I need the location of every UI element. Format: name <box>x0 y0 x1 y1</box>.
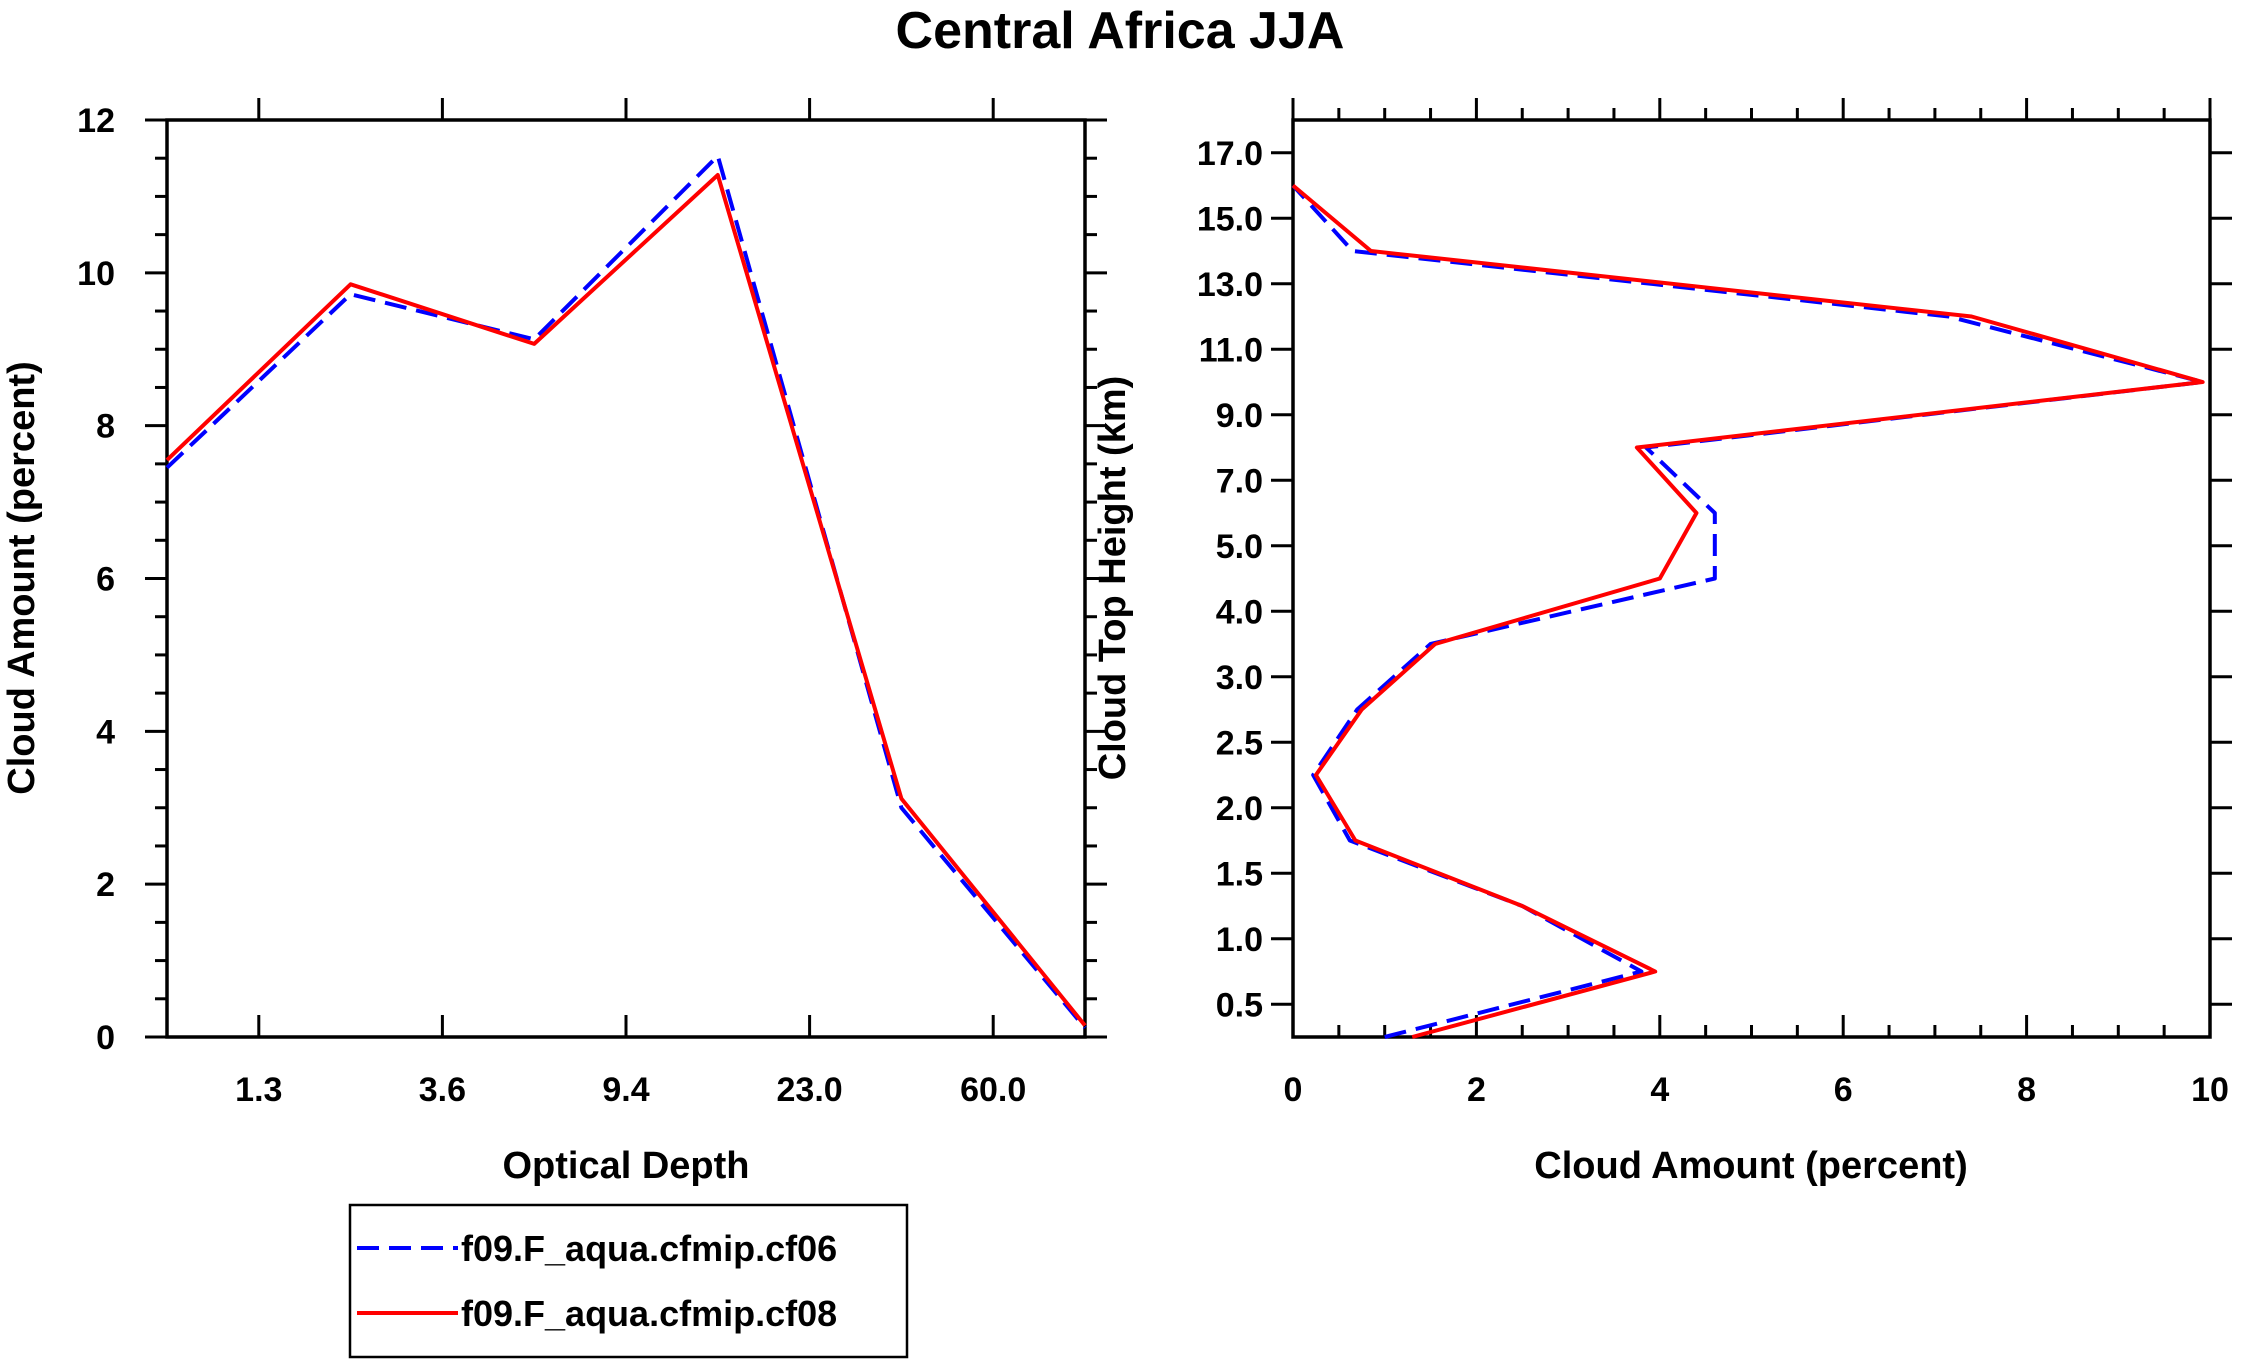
left-y-tick-label: 2 <box>96 866 115 904</box>
right-y-tick-label: 2.0 <box>1216 790 1263 828</box>
left-y-tick-label: 6 <box>96 561 115 599</box>
right-y-tick-label: 13.0 <box>1197 266 1263 304</box>
right-y-tick-label: 9.0 <box>1216 397 1263 435</box>
left-y-axis-label: Cloud Amount (percent) <box>1 361 43 794</box>
right-x-tick-label: 10 <box>2191 1071 2229 1109</box>
right-y-axis-label: Cloud Top Height (km) <box>1092 376 1134 781</box>
right-y-tick-label: 0.5 <box>1216 986 1263 1024</box>
left-y-tick-label: 4 <box>96 713 115 751</box>
right-y-tick-label: 5.0 <box>1216 528 1263 566</box>
right-x-axis-label: Cloud Amount (percent) <box>1534 1145 1967 1187</box>
right-y-tick-label: 3.0 <box>1216 659 1263 697</box>
left-x-tick-label: 60.0 <box>960 1071 1026 1109</box>
right-chart: 0 2 4 6 8 10 0.5 1.0 1.5 2.0 2.5 3.0 4.0 5.0 7.0 9.0 11.… <box>1092 98 2232 1187</box>
left-series-group <box>165 153 1087 1030</box>
right-y-tick-label: 1.0 <box>1216 921 1263 959</box>
figure-title: Central Africa JJA <box>896 2 1345 60</box>
legend-box <box>348 1203 909 1359</box>
right-series-line-0 <box>1291 184 2205 1039</box>
legend: f09.F_aqua.cfmip.cf06 f09.F_aqua.cfmip.c… <box>348 1203 909 1359</box>
right-series-group <box>1291 183 2205 1039</box>
right-y-tick-label: 1.5 <box>1216 855 1263 893</box>
right-x-tick-label: 4 <box>1650 1071 1669 1109</box>
left-x-axis-label: Optical Depth <box>502 1145 749 1187</box>
right-x-tick-label: 2 <box>1467 1071 1486 1109</box>
left-axis-ticks: 1.3 3.6 9.4 23.0 60.0 0 2 4 6 8 10 12 <box>77 98 1107 1109</box>
right-y-tick-label: 17.0 <box>1197 135 1263 173</box>
right-y-tick-label: 2.5 <box>1216 724 1263 762</box>
left-x-tick-label: 23.0 <box>777 1071 843 1109</box>
left-y-tick-label: 0 <box>96 1019 115 1057</box>
legend-label-cf08: f09.F_aqua.cfmip.cf08 <box>461 1293 837 1334</box>
left-series-line-1 <box>165 173 1087 1027</box>
right-axis-ticks: 0 2 4 6 8 10 0.5 1.0 1.5 2.0 2.5 3.0 4.0 5.0 7.0 9.0 11.… <box>1197 98 2232 1109</box>
left-chart: 1.3 3.6 9.4 23.0 60.0 0 2 4 6 8 10 12 Optical Depth… <box>1 98 1107 1187</box>
left-y-tick-label: 10 <box>77 255 115 293</box>
right-x-tick-label: 8 <box>2017 1071 2036 1109</box>
right-x-tick-label: 6 <box>1834 1071 1853 1109</box>
right-x-tick-label: 0 <box>1284 1071 1303 1109</box>
right-y-tick-label: 15.0 <box>1197 200 1263 238</box>
right-y-tick-label: 7.0 <box>1216 462 1263 500</box>
left-x-tick-label: 9.4 <box>602 1071 649 1109</box>
left-y-tick-label: 12 <box>77 102 115 140</box>
left-x-tick-label: 3.6 <box>419 1071 466 1109</box>
right-series-line-1 <box>1291 183 2205 1039</box>
left-x-tick-label: 1.3 <box>235 1071 282 1109</box>
right-y-tick-label: 11.0 <box>1199 331 1263 369</box>
right-y-tick-label: 4.0 <box>1216 593 1263 631</box>
left-series-line-0 <box>165 153 1087 1030</box>
left-y-tick-label: 8 <box>96 408 115 446</box>
legend-label-cf06: f09.F_aqua.cfmip.cf06 <box>461 1228 837 1269</box>
